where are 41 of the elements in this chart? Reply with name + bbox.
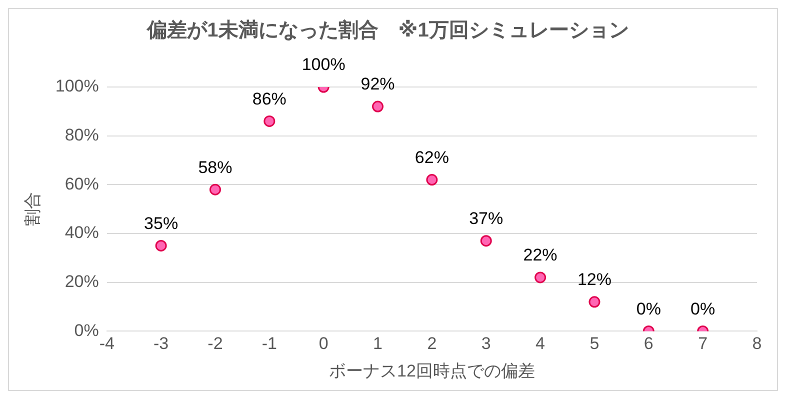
data-label: 0%	[690, 299, 716, 318]
data-label: 37%	[469, 209, 504, 228]
x-tick-label: 4	[536, 334, 546, 354]
data-label: 35%	[144, 214, 178, 233]
x-tick-label: 2	[427, 334, 437, 354]
data-label: 62%	[414, 148, 449, 167]
y-tick-label: 0%	[74, 320, 99, 340]
x-axis-title: ボーナス12回時点での偏差	[328, 361, 535, 380]
x-tick-label: 8	[752, 334, 762, 354]
point	[426, 174, 438, 186]
y-tick-label: 60%	[64, 174, 99, 194]
x-tick-label: -1	[262, 334, 277, 354]
y-tick-label: 100%	[55, 76, 99, 96]
x-tick-label: 7	[698, 334, 708, 354]
data-label: 92%	[360, 74, 395, 94]
point	[155, 240, 167, 252]
point	[588, 296, 600, 308]
x-tick-label: 6	[644, 334, 654, 354]
data-label: 0%	[636, 299, 661, 318]
x-tick-label: -2	[208, 334, 223, 354]
x-tick-label: -4	[99, 334, 114, 354]
data-label: 12%	[577, 270, 612, 290]
point	[534, 272, 546, 284]
chart-title: 偏差が1未満になった割合 ※1万回シミュレーション	[146, 18, 629, 42]
point	[264, 115, 276, 127]
point	[209, 184, 221, 196]
point	[480, 235, 492, 247]
x-tick-label: 0	[318, 334, 328, 354]
x-tick-label: -3	[153, 334, 169, 354]
y-tick-label: 80%	[64, 126, 99, 145]
y-tick-label: 20%	[64, 272, 99, 292]
point	[372, 100, 384, 112]
data-label: 100%	[302, 55, 346, 74]
data-label: 58%	[198, 158, 232, 177]
x-tick-label: 5	[590, 334, 600, 354]
y-tick-label: 40%	[64, 223, 99, 242]
data-label: 22%	[523, 246, 558, 265]
y-axis-title: 割合	[22, 192, 42, 226]
data-label: 86%	[252, 89, 286, 108]
x-tick-label: 3	[481, 334, 491, 354]
x-tick-label: 1	[373, 334, 382, 354]
